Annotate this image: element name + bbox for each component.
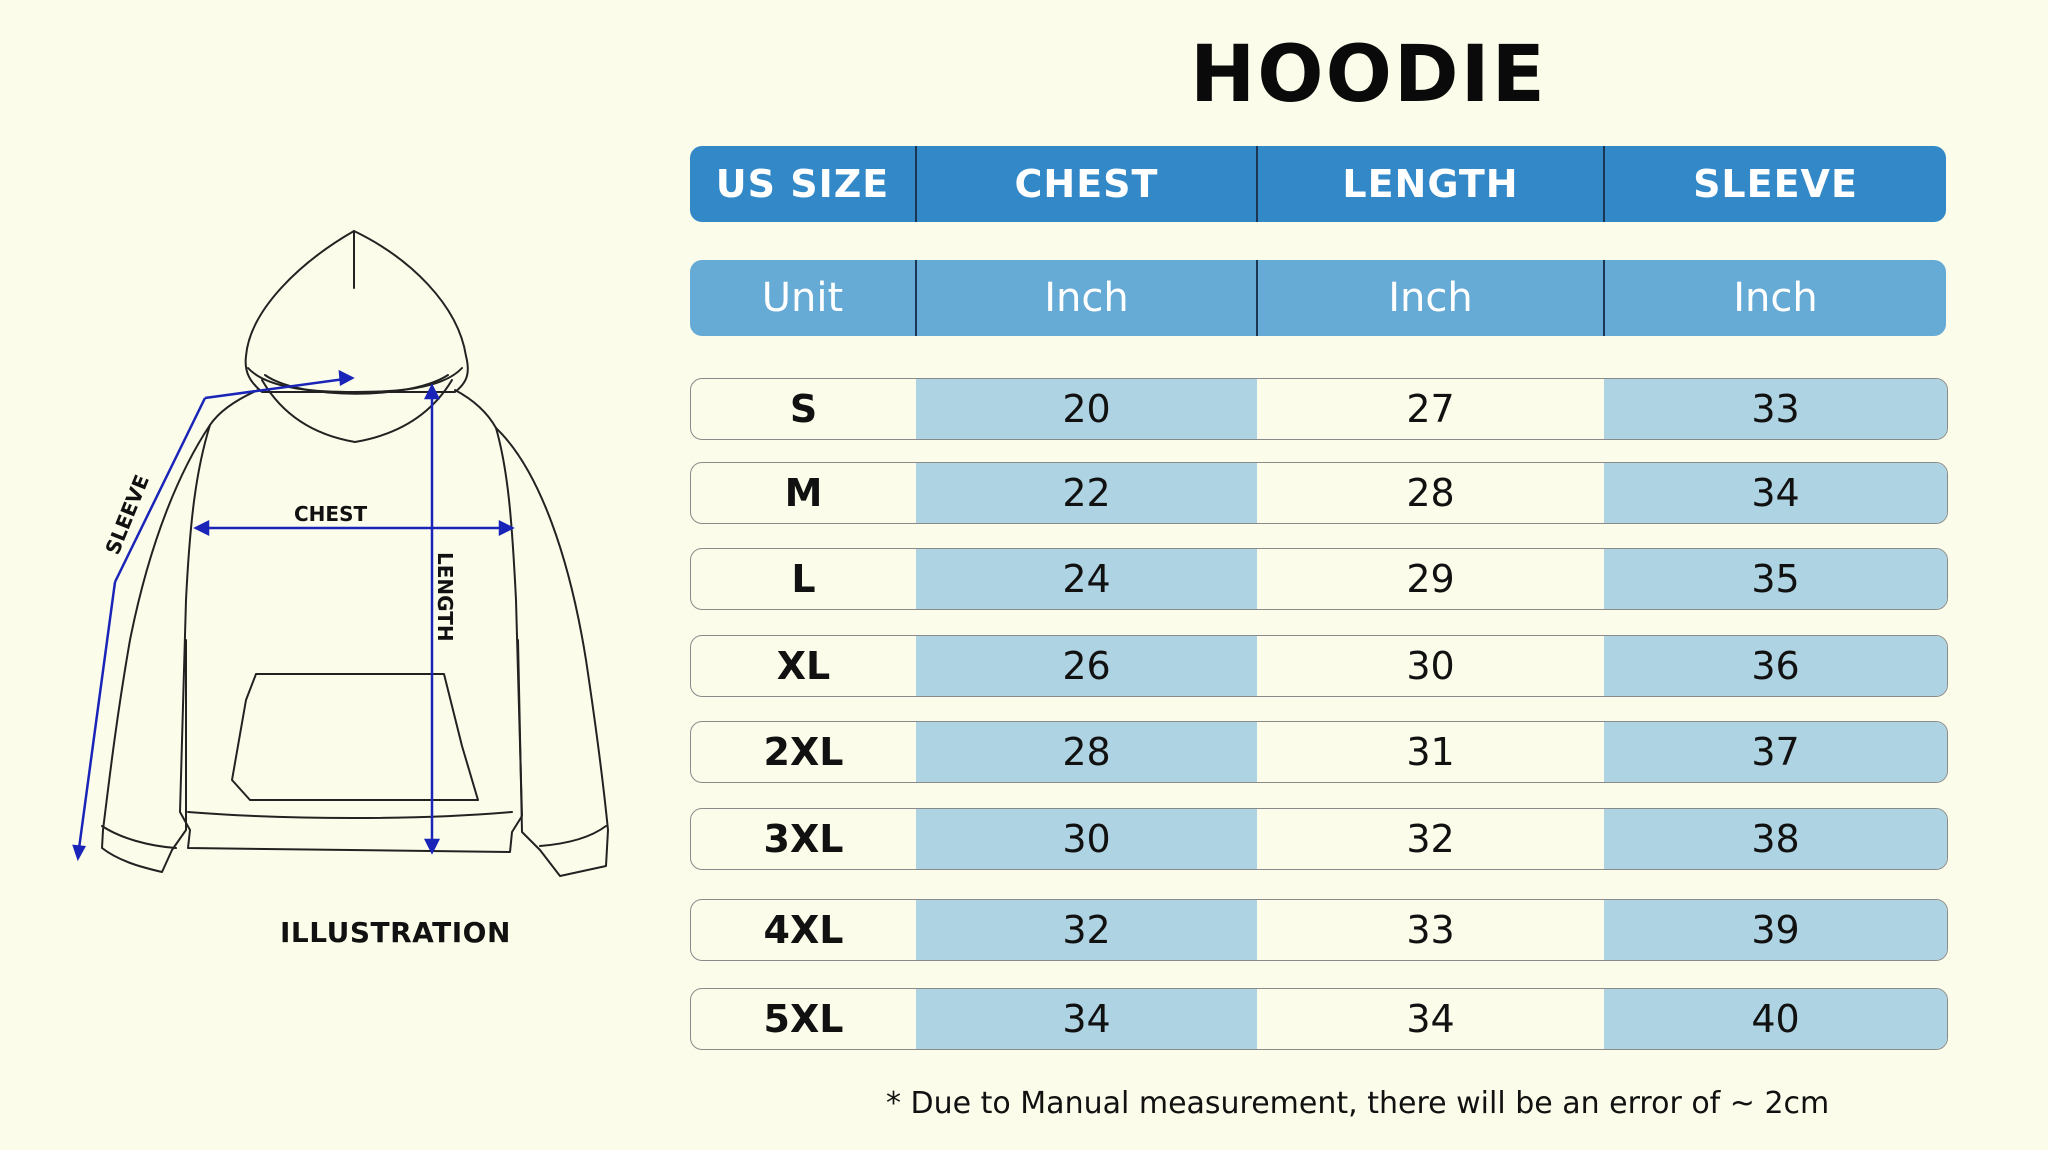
length-cell: 32 — [1406, 817, 1455, 861]
header-sleeve: SLEEVE — [1603, 146, 1946, 222]
header-chest: CHEST — [915, 146, 1256, 222]
chest-cell: 26 — [916, 636, 1257, 696]
sleeve-cell: 36 — [1604, 636, 1947, 696]
size-cell: 3XL — [763, 817, 844, 861]
sleeve-cell: 33 — [1604, 379, 1947, 439]
unit-sleeve: Inch — [1603, 260, 1946, 336]
sleeve-cell: 39 — [1604, 900, 1947, 960]
size-cell: 5XL — [763, 997, 844, 1041]
length-cell: 31 — [1406, 730, 1455, 774]
length-cell: 30 — [1406, 644, 1455, 688]
sleeve-cell: 35 — [1604, 549, 1947, 609]
chest-cell: 34 — [916, 989, 1257, 1049]
sleeve-cell: 34 — [1604, 463, 1947, 523]
illustration-label: ILLUSTRATION — [280, 916, 511, 949]
table-row: 5XL 34 34 40 — [690, 988, 1948, 1050]
unit-label: Unit — [761, 275, 844, 321]
sleeve-cell: 37 — [1604, 722, 1947, 782]
size-cell: 2XL — [763, 730, 844, 774]
size-cell: M — [784, 471, 823, 515]
length-label: LENGTH — [433, 552, 457, 642]
chest-cell: 24 — [916, 549, 1257, 609]
size-cell: S — [789, 387, 818, 431]
sleeve-cell: 38 — [1604, 809, 1947, 869]
header-size: US SIZE — [715, 162, 890, 206]
length-cell: 33 — [1406, 908, 1455, 952]
unit-length: Inch — [1256, 260, 1603, 336]
chest-cell: 32 — [916, 900, 1257, 960]
chest-cell: 22 — [916, 463, 1257, 523]
table-row: 3XL 30 32 38 — [690, 808, 1948, 870]
unit-row: Unit Inch Inch Inch — [690, 260, 1946, 336]
table-row: XL 26 30 36 — [690, 635, 1948, 697]
length-cell: 27 — [1406, 387, 1455, 431]
sleeve-label: SLEEVE — [100, 471, 154, 558]
table-row: S 20 27 33 — [690, 378, 1948, 440]
length-cell: 34 — [1406, 997, 1455, 1041]
chest-cell: 30 — [916, 809, 1257, 869]
unit-chest: Inch — [915, 260, 1256, 336]
chest-cell: 20 — [916, 379, 1257, 439]
header-length: LENGTH — [1256, 146, 1603, 222]
sleeve-cell: 40 — [1604, 989, 1947, 1049]
length-cell: 29 — [1406, 557, 1455, 601]
table-row: M 22 28 34 — [690, 462, 1948, 524]
table-row: 2XL 28 31 37 — [690, 721, 1948, 783]
header-row: US SIZE CHEST LENGTH SLEEVE — [690, 146, 1946, 222]
measurement-note: * Due to Manual measurement, there will … — [886, 1086, 1830, 1121]
chest-label: CHEST — [294, 502, 367, 526]
table-row: L 24 29 35 — [690, 548, 1948, 610]
size-cell: L — [791, 557, 816, 601]
chest-cell: 28 — [916, 722, 1257, 782]
table-row: 4XL 32 33 39 — [690, 899, 1948, 961]
size-cell: XL — [776, 644, 831, 688]
chart-title: HOODIE — [1190, 30, 1547, 120]
length-cell: 28 — [1406, 471, 1455, 515]
size-cell: 4XL — [763, 908, 844, 952]
